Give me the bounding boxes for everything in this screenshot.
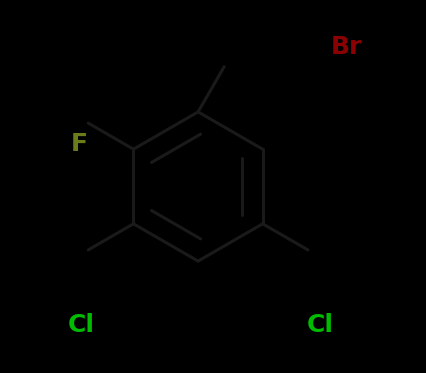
Text: Br: Br [331, 35, 362, 59]
Text: F: F [71, 132, 88, 156]
Text: Cl: Cl [306, 313, 333, 336]
Text: Cl: Cl [68, 313, 95, 336]
